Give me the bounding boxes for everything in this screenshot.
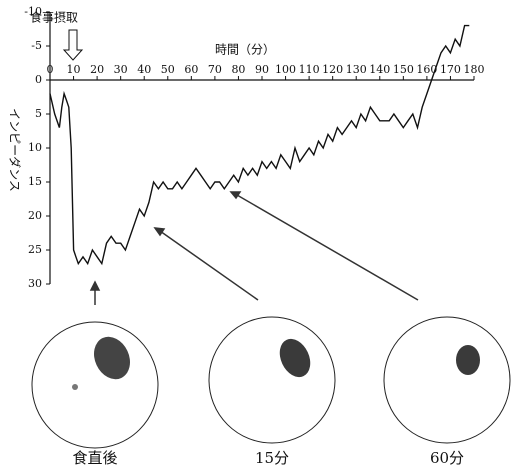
- x-tick-label: 40: [137, 63, 151, 76]
- x-tick-label: 70: [208, 63, 222, 76]
- x-tick-label: 120: [322, 63, 343, 76]
- x-tick-label: 10: [67, 63, 81, 76]
- y-tick-label: 10: [28, 141, 42, 154]
- x-tick-label: 90: [255, 63, 269, 76]
- x-tick-label: 130: [346, 63, 367, 76]
- y-tick-label: 25: [28, 243, 42, 256]
- y-axis-label: インピーダンス: [8, 108, 23, 192]
- x-tick-label: 60: [184, 63, 198, 76]
- x-tick-label: 0: [47, 63, 54, 76]
- panel-caption: 15分: [255, 449, 289, 467]
- y-tick-label: 0: [35, 73, 42, 86]
- x-tick-label: 30: [114, 63, 128, 76]
- y-tick-label: 20: [28, 209, 42, 222]
- x-tick-label: 140: [369, 63, 390, 76]
- x-tick-label: 80: [231, 63, 245, 76]
- x-tick-label: 170: [440, 63, 461, 76]
- x-tick-label: 150: [393, 63, 414, 76]
- x-tick-label: 50: [161, 63, 175, 76]
- panel-caption: 食直後: [72, 449, 117, 467]
- x-axis-label: 時間（分）: [215, 43, 275, 57]
- images: [32, 317, 510, 448]
- data-line: [50, 26, 469, 264]
- panel-caption: 60分: [430, 449, 464, 467]
- x-tick-label: 100: [275, 63, 296, 76]
- y-tick-label: 30: [28, 277, 42, 290]
- y-tick-label: -5: [31, 39, 42, 52]
- y-tick-label: -10: [24, 5, 42, 18]
- x-tick-label: 180: [464, 63, 485, 76]
- x-tick-label: 20: [90, 63, 104, 76]
- x-tick-label: 110: [299, 63, 320, 76]
- annotation-arrow: [64, 30, 82, 60]
- chart: 食事摂取 時間（分） インピーダンス 食直後 15分 60分 -10-50510…: [0, 0, 515, 471]
- y-tick-label: 15: [28, 175, 42, 188]
- y-tick-label: 5: [35, 107, 42, 120]
